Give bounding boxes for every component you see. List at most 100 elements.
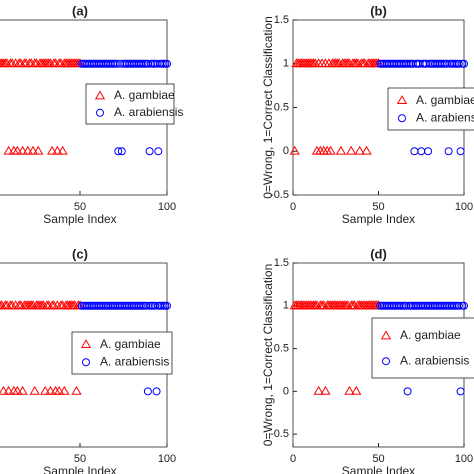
x-tick-label: 100 xyxy=(455,453,473,465)
legend-box xyxy=(71,331,173,375)
marker-triangle xyxy=(52,145,63,155)
x-tick-label: 0 xyxy=(290,201,296,213)
marker-circle xyxy=(454,59,463,68)
x-axis-label: Sample Index xyxy=(342,464,415,474)
marker-circle xyxy=(163,301,171,310)
x-tick-label: 50 xyxy=(372,201,384,213)
y-axis-label: 0=Wrong, 1=Correct Classification xyxy=(261,264,275,447)
legend-marker xyxy=(380,330,392,340)
marker-triangle xyxy=(0,61,4,68)
marker-triangle xyxy=(0,303,4,310)
marker-circle xyxy=(456,387,465,396)
y-tick-label: -0.5 xyxy=(270,428,289,440)
marker-circle xyxy=(163,59,171,68)
x-axis-label: Sample Index xyxy=(43,212,116,226)
legend-label: A. gambiae xyxy=(114,88,175,102)
marker-triangle xyxy=(12,385,23,395)
x-axis-label: Sample Index xyxy=(43,464,116,474)
chart-title: (d) xyxy=(370,246,387,261)
marker-circle xyxy=(154,147,163,156)
marker-triangle xyxy=(29,385,40,395)
y-tick-label: 0.5 xyxy=(274,342,289,354)
legend-marker xyxy=(80,339,92,349)
marker-triangle xyxy=(313,385,324,395)
marker-triangle xyxy=(53,385,65,395)
x-tick-label: 0 xyxy=(290,453,296,465)
marker-triangle xyxy=(0,58,6,68)
chart-title: (a) xyxy=(72,3,88,18)
marker-circle xyxy=(117,147,126,156)
marker-circle xyxy=(145,147,154,156)
marker-circle xyxy=(456,147,465,156)
marker-triangle xyxy=(351,385,362,395)
x-tick-label: 50 xyxy=(74,453,86,465)
marker-triangle xyxy=(17,145,28,155)
marker-circle xyxy=(424,147,433,156)
x-tick-label: 100 xyxy=(455,201,473,213)
legend-label: A. gambiae xyxy=(100,337,161,351)
marker-triangle xyxy=(71,385,82,395)
x-tick-label: 100 xyxy=(158,453,176,465)
marker-triangle xyxy=(0,300,6,310)
legend-marker xyxy=(398,114,406,123)
marker-triangle xyxy=(45,385,56,395)
y-tick-label: 0 xyxy=(283,145,289,157)
marker-circle xyxy=(454,301,463,310)
legend-label: A. gambiae xyxy=(416,93,474,107)
legend-marker xyxy=(94,90,106,100)
marker-triangle xyxy=(12,145,23,155)
marker-triangle xyxy=(27,145,39,155)
marker-triangle xyxy=(344,385,355,395)
legend-label: A. arabiensis xyxy=(400,353,469,367)
marker-circle xyxy=(143,387,152,396)
marker-triangle xyxy=(320,385,331,395)
y-tick-label: 1 xyxy=(283,300,289,312)
marker-circle xyxy=(460,301,468,310)
marker-circle xyxy=(460,59,468,68)
marker-triangle xyxy=(17,385,28,395)
marker-circle xyxy=(152,387,161,396)
marker-triangle xyxy=(40,385,51,395)
marker-triangle xyxy=(0,385,9,395)
marker-triangle xyxy=(3,385,14,395)
marker-triangle xyxy=(59,385,70,395)
x-axis-label: Sample Index xyxy=(342,212,415,226)
x-tick-label: 50 xyxy=(372,453,384,465)
legend-label: A. arabiensis xyxy=(114,105,183,119)
marker-circle xyxy=(114,147,123,156)
legend-box xyxy=(85,83,175,125)
legend-marker xyxy=(96,108,104,117)
legend-marker xyxy=(382,357,390,366)
marker-triangle xyxy=(325,145,336,155)
legend-box xyxy=(371,317,474,379)
legend-label: A. arabiensis xyxy=(416,110,474,124)
chart-title: (c) xyxy=(72,246,88,261)
marker-triangle xyxy=(289,145,300,155)
marker-triangle xyxy=(33,145,44,155)
legend-marker xyxy=(82,358,90,367)
y-axis-label: 0=Wrong, 1=Correct Classification xyxy=(261,16,275,199)
legend-label: A. arabiensis xyxy=(100,354,169,368)
y-tick-label: 1.5 xyxy=(274,14,289,26)
legend-box xyxy=(387,87,474,131)
marker-triangle xyxy=(57,145,68,155)
chart-title: (b) xyxy=(370,3,387,18)
y-tick-label: 0 xyxy=(283,385,289,397)
marker-triangle xyxy=(335,145,347,155)
marker-triangle xyxy=(354,145,365,155)
y-tick-label: 0.5 xyxy=(274,101,289,113)
x-tick-label: 50 xyxy=(74,201,86,213)
y-tick-label: 1 xyxy=(283,58,289,70)
marker-circle xyxy=(444,147,453,156)
marker-triangle xyxy=(361,145,372,155)
y-tick-label: -0.5 xyxy=(270,189,289,201)
legend-marker xyxy=(396,95,408,105)
marker-circle xyxy=(403,387,412,396)
legend-label: A. gambiae xyxy=(400,328,461,342)
y-tick-label: 1.5 xyxy=(274,257,289,269)
marker-triangle xyxy=(47,145,58,155)
x-tick-label: 100 xyxy=(158,201,176,213)
marker-triangle xyxy=(22,145,33,155)
marker-triangle xyxy=(3,145,14,155)
